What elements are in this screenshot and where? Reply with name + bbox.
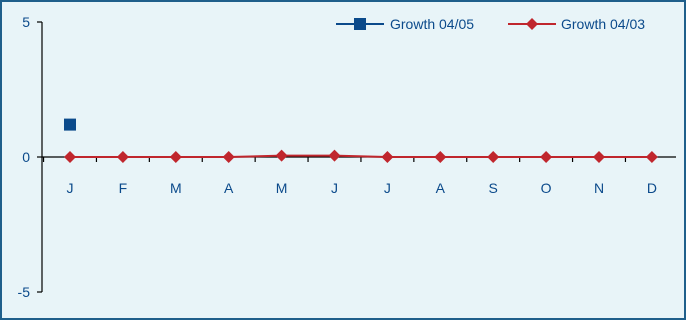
legend-marker xyxy=(354,18,366,30)
legend-label: Growth 04/05 xyxy=(390,16,474,32)
category-label: F xyxy=(119,180,128,196)
data-point xyxy=(169,151,182,163)
data-point xyxy=(64,118,76,131)
y-tick-label: 5 xyxy=(22,14,30,30)
data-point xyxy=(434,151,447,163)
category-label: A xyxy=(436,180,446,196)
category-label: D xyxy=(647,180,657,196)
legend-marker xyxy=(526,18,538,30)
series-2 xyxy=(64,149,658,163)
legend-entry: Growth 04/03 xyxy=(508,16,645,32)
legend-label: Growth 04/03 xyxy=(561,16,645,32)
data-point xyxy=(487,151,500,163)
y-tick-label: 0 xyxy=(22,149,30,165)
series-1 xyxy=(64,118,76,131)
category-label: J xyxy=(331,180,338,196)
data-point xyxy=(116,151,129,163)
series-line xyxy=(70,154,652,158)
category-label: A xyxy=(224,180,234,196)
legend: Growth 04/05 Growth 04/03 xyxy=(336,16,645,32)
data-point xyxy=(540,151,553,163)
category-label: J xyxy=(384,180,391,196)
data-point xyxy=(222,151,235,163)
category-label: M xyxy=(276,180,288,196)
legend-entry: Growth 04/05 xyxy=(336,16,474,32)
data-point xyxy=(381,151,394,163)
data-point xyxy=(275,149,288,162)
y-tick-labels: -5 0 5 xyxy=(18,14,31,300)
series-layer xyxy=(64,118,658,163)
category-label: N xyxy=(594,180,604,196)
y-tick-label: -5 xyxy=(18,284,31,300)
category-label: S xyxy=(489,180,498,196)
category-label: O xyxy=(541,180,552,196)
data-point xyxy=(64,151,76,163)
data-point xyxy=(328,149,341,162)
data-point xyxy=(645,151,658,163)
category-label: M xyxy=(170,180,182,196)
category-label: J xyxy=(67,180,74,196)
data-point xyxy=(593,151,605,163)
